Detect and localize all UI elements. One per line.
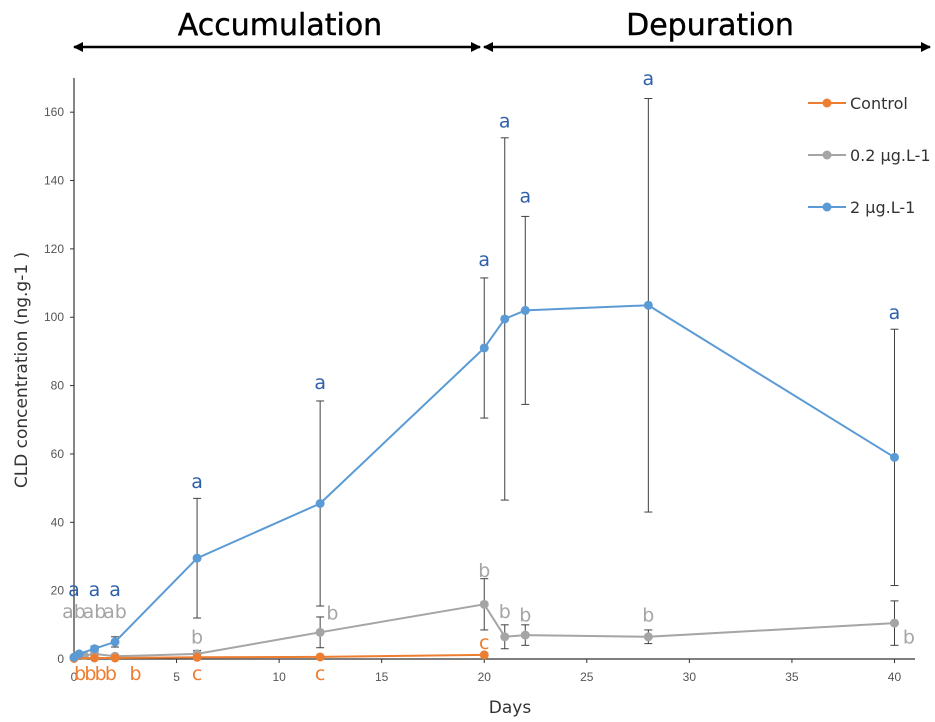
significance-letter: b [642, 604, 654, 626]
y-tick-label: 140 [44, 174, 64, 188]
legend-entry: 0.2 µg.L-1 [808, 146, 931, 165]
data-point [192, 652, 202, 662]
y-tick-label: 0 [57, 652, 64, 666]
y-tick-label: 20 [51, 584, 65, 598]
significance-letter: a [314, 372, 326, 394]
significance-letter: ab [103, 601, 127, 623]
y-tick-label: 100 [44, 310, 64, 324]
data-point [90, 653, 100, 663]
significance-letter: a [68, 579, 80, 601]
x-tick-label: 0 [71, 670, 78, 684]
x-tick-label: 5 [173, 670, 180, 684]
significance-letter: a [89, 579, 101, 601]
data-point [110, 653, 120, 663]
significance-letter: a [643, 68, 655, 90]
legend-label: Control [850, 94, 908, 113]
x-tick-label: 35 [785, 670, 799, 684]
significance-letter: b [326, 603, 338, 625]
data-point [500, 632, 510, 642]
data-point [74, 649, 84, 659]
significance-letter: c [192, 663, 202, 685]
significance-letter: a [499, 111, 511, 133]
data-point [192, 553, 202, 563]
significance-letter: b [130, 663, 142, 685]
legend-label: 0.2 µg.L-1 [850, 146, 931, 165]
data-point [479, 599, 489, 609]
significance-letter: b [95, 663, 107, 685]
significance-letter: a [109, 579, 121, 601]
significance-letter: b [105, 663, 117, 685]
significance-letter: b [84, 663, 96, 685]
y-tick-label: 40 [51, 515, 65, 529]
data-point [500, 314, 510, 324]
depuration-label: Depuration [626, 8, 794, 43]
legend-label: 2 µg.L-1 [850, 198, 915, 217]
data-point [520, 305, 530, 315]
legend-entry: Control [808, 94, 908, 113]
data-point [643, 632, 653, 642]
significance-letter: b [903, 627, 915, 649]
data-point [315, 498, 325, 508]
y-ticks: 0 20 40 60 80 100 120 140 160 [44, 105, 74, 666]
y-axis-label: CLD concentration (ng.g-1 ) [12, 252, 32, 488]
x-tick-label: 15 [375, 670, 389, 684]
significance-letter: c [315, 663, 325, 685]
legend-swatch-marker [822, 150, 832, 160]
plot-area [69, 98, 899, 663]
significance-letter: c [479, 632, 489, 654]
significance-letter: b [191, 627, 203, 649]
significance-letter: a [478, 249, 490, 271]
data-point [315, 627, 325, 637]
significance-letter: a [191, 471, 203, 493]
data-point [889, 452, 899, 462]
data-point [479, 343, 489, 353]
legend-entry: 2 µg.L-1 [808, 198, 915, 217]
data-point [520, 630, 530, 640]
x-axis-label: Days [489, 698, 532, 718]
legend: Control 0.2 µg.L-1 2 µg.L-1 [808, 94, 931, 217]
axes: 0 20 40 60 80 100 120 140 160 0 5 10 15 20 25 30 35 40 [44, 78, 915, 684]
significance-letter: a [889, 302, 901, 324]
x-ticks: 0 5 10 15 20 25 30 35 40 [71, 659, 902, 684]
x-tick-label: 10 [272, 670, 286, 684]
data-point [110, 637, 120, 647]
accumulation-label: Accumulation [178, 8, 382, 43]
data-point [479, 650, 489, 660]
significance-letter: ab [62, 601, 86, 623]
legend-swatch-marker [822, 98, 832, 108]
y-tick-label: 80 [51, 379, 65, 393]
x-tick-label: 25 [580, 670, 594, 684]
significance-letter: b [478, 560, 490, 582]
y-tick-label: 160 [44, 105, 64, 119]
legend-swatch-marker [822, 202, 832, 212]
data-point [643, 300, 653, 310]
significance-letter: b [74, 663, 86, 685]
x-tick-label: 20 [478, 670, 492, 684]
data-point [90, 644, 100, 654]
x-tick-label: 30 [683, 670, 697, 684]
x-tick-label: 40 [888, 670, 902, 684]
y-tick-label: 120 [44, 242, 64, 256]
significance-letter: b [519, 604, 531, 626]
data-point [315, 652, 325, 662]
data-point [889, 618, 899, 628]
y-tick-label: 60 [51, 447, 65, 461]
significance-letter: b [499, 601, 511, 623]
significance-letter: ab [83, 601, 107, 623]
significance-letter: a [519, 186, 531, 208]
